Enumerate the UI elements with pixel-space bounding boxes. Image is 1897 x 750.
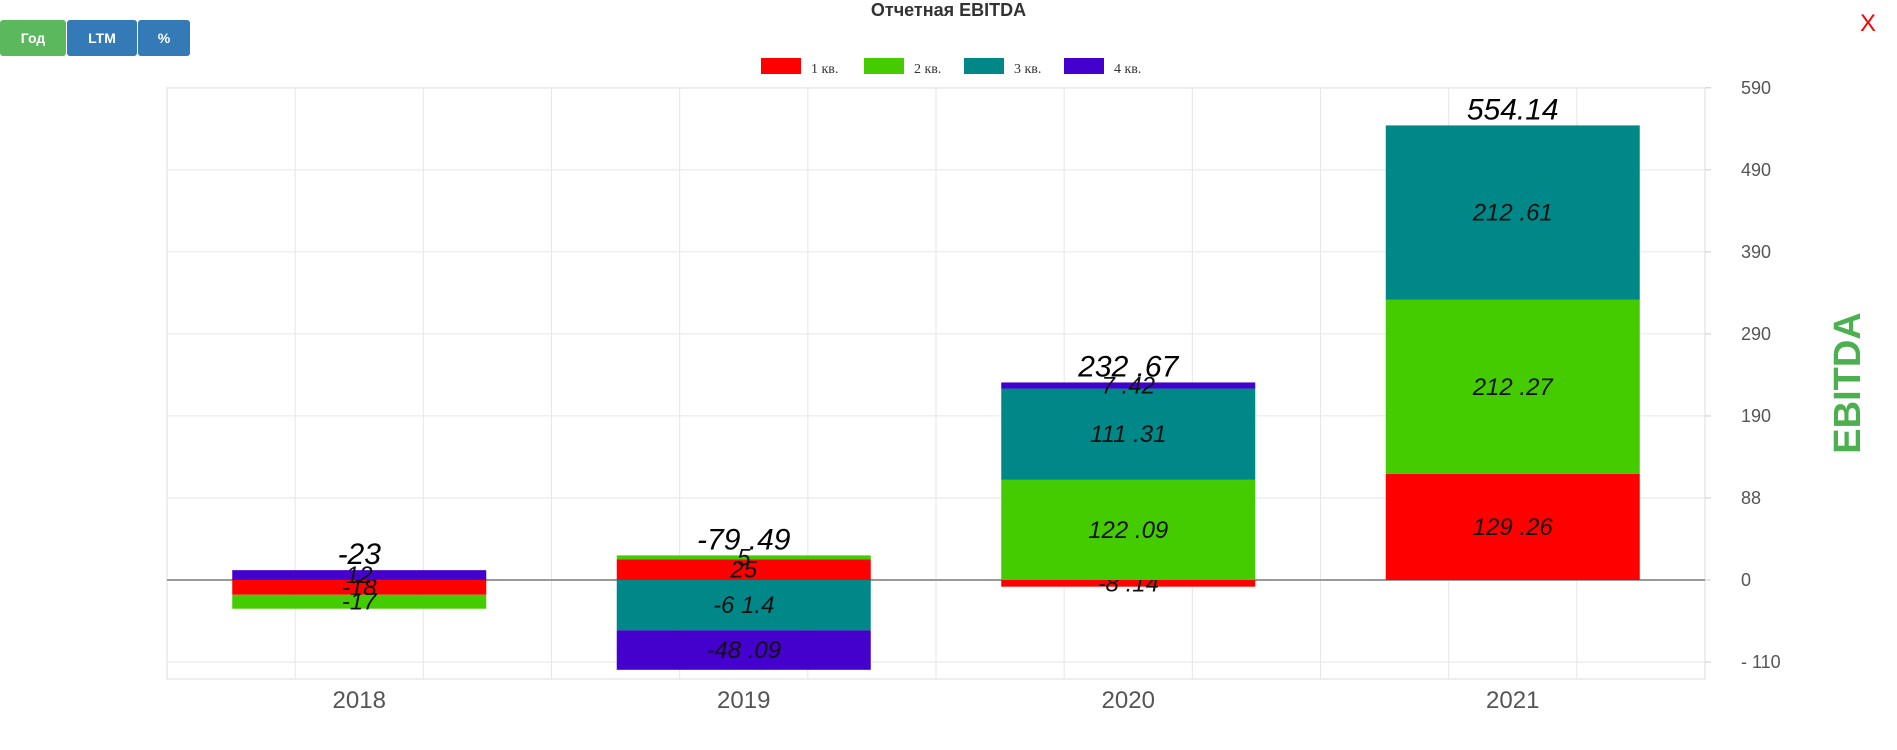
- total-label: 554.14: [1467, 93, 1559, 126]
- y-tick-label: 88: [1741, 488, 1761, 508]
- legend-label: 3 кв.: [1014, 62, 1041, 77]
- total-label: -79 .49: [697, 523, 791, 556]
- y-tick-label: 490: [1741, 160, 1771, 180]
- y-axis-title: EBITDA: [1827, 312, 1869, 453]
- legend-swatch: [964, 58, 1004, 74]
- year-button[interactable]: Год: [0, 20, 66, 56]
- bar-segment: [1385, 125, 1640, 300]
- legend-label: 4 кв.: [1114, 62, 1141, 77]
- x-tick-label: 2021: [1486, 687, 1539, 714]
- total-label: -23: [338, 538, 382, 571]
- data-label: 212 .61: [1472, 200, 1553, 227]
- data-label: 7 .42: [1102, 372, 1155, 399]
- legend-label: 2 кв.: [914, 62, 941, 77]
- data-label: -6 1.4: [713, 592, 774, 619]
- data-label: 12: [346, 562, 373, 589]
- data-label: 111 .31: [1090, 421, 1167, 448]
- data-label: 129 .26: [1473, 514, 1554, 541]
- x-tick-label: 2019: [717, 687, 770, 714]
- bar-segment: [232, 580, 487, 595]
- y-tick-label: 590: [1741, 78, 1771, 98]
- bar-segment: [616, 559, 871, 580]
- bar-segment: [232, 570, 487, 580]
- data-label: -48 .09: [706, 637, 781, 664]
- y-tick-label: 190: [1741, 406, 1771, 426]
- bar-segment: [616, 580, 871, 631]
- data-label: -17: [342, 589, 378, 616]
- bar-segment: [616, 630, 871, 670]
- legend-label: 1 кв.: [811, 62, 838, 77]
- data-label: 5: [737, 544, 751, 571]
- percent-button[interactable]: %: [138, 20, 190, 56]
- total-label: 232 .67: [1077, 350, 1179, 383]
- close-button[interactable]: X: [1860, 10, 1877, 37]
- legend-swatch: [864, 58, 904, 74]
- x-tick-label: 2018: [333, 687, 386, 714]
- period-button-group: Год LTM %: [0, 20, 190, 56]
- bar-segment: [1001, 479, 1256, 580]
- bar-segment: [1001, 580, 1256, 587]
- data-label: 122 .09: [1088, 517, 1168, 544]
- y-tick-label: 390: [1741, 242, 1771, 262]
- y-tick-label: 0: [1741, 570, 1751, 590]
- data-label: 212 .27: [1472, 374, 1555, 401]
- chart-title: Отчетная EBITDA: [870, 0, 1027, 20]
- bar-segment: [1385, 299, 1640, 474]
- bar-segment: [616, 555, 871, 560]
- bar-segment: [1001, 382, 1256, 389]
- y-tick-label: - 110: [1741, 652, 1781, 672]
- x-tick-label: 2020: [1102, 687, 1155, 714]
- data-label: 25: [729, 557, 757, 584]
- legend-swatch: [761, 58, 801, 74]
- bar-segment: [232, 594, 487, 609]
- bar-segment: [1001, 388, 1256, 480]
- y-tick-label: 290: [1741, 324, 1771, 344]
- legend-swatch: [1064, 58, 1104, 74]
- bar-segment: [1385, 473, 1640, 580]
- ltm-button[interactable]: LTM: [67, 20, 137, 56]
